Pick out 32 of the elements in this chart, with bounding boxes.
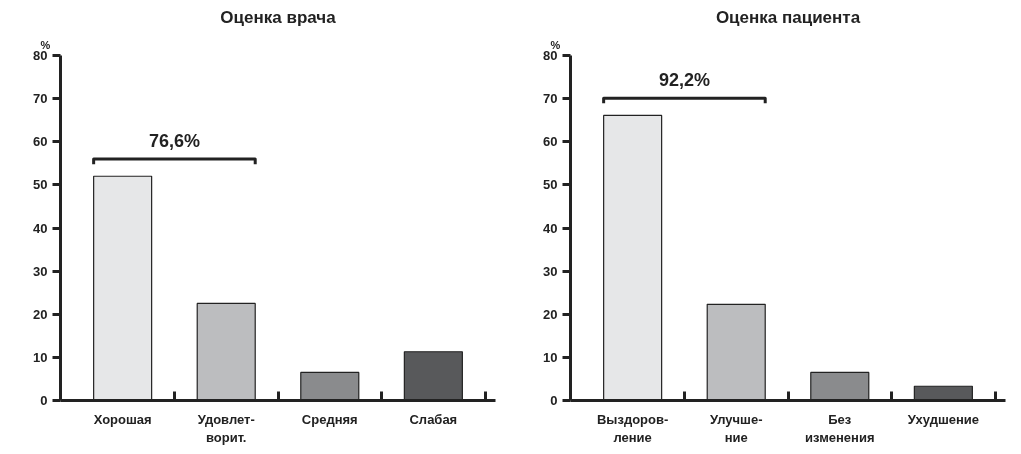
chart-title: Оценка пациента	[715, 7, 861, 27]
x-tick-label: Удовлет- ворит.	[197, 411, 255, 445]
y-tick-label: 50	[33, 177, 48, 193]
annotation: 76,6%	[148, 131, 200, 151]
y-tick-label: 20	[33, 306, 48, 322]
y-tick-label: 60	[543, 134, 558, 150]
y-tick-label: 80	[33, 48, 48, 63]
y-tick-label: 80	[543, 48, 558, 63]
y-tick-label: 10	[33, 349, 48, 365]
y-tick-label: 40	[33, 220, 48, 236]
x-tick-label: Выздоров- ление	[596, 411, 669, 445]
y-tick-label: 20	[543, 306, 558, 322]
y-tick-label: 30	[543, 263, 558, 279]
x-tick-label: Слабая	[409, 411, 458, 427]
x-tick-label: Хорошая	[93, 411, 152, 427]
y-tick-label: 30	[33, 263, 48, 279]
annotation: 92,2%	[658, 70, 710, 91]
x-tick-label: Улучше- ние	[709, 411, 763, 445]
chart-title: Оценка врача	[220, 7, 337, 27]
x-tick-label: Без изменения	[805, 411, 875, 445]
y-tick-label: 0	[40, 393, 48, 408]
y-tick-label: 10	[543, 349, 558, 365]
y-tick-label: 40	[543, 220, 558, 236]
y-tick-label: 70	[543, 91, 558, 107]
y-tick-label: 60	[33, 134, 48, 150]
y-axis-title: %	[40, 38, 51, 51]
x-tick-label: Ухудшение	[907, 411, 980, 427]
y-tick-label: 0	[550, 393, 558, 408]
x-tick-label: Средняя	[301, 411, 358, 427]
y-axis-title: %	[550, 38, 561, 51]
y-tick-label: 50	[543, 177, 558, 193]
y-tick-label: 70	[33, 91, 48, 107]
